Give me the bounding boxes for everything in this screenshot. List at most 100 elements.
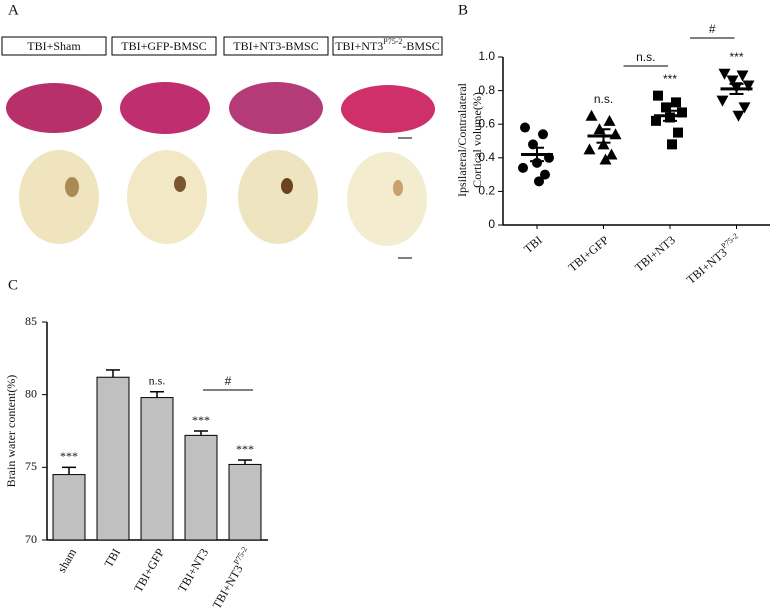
x-tick-label: sham <box>54 545 79 575</box>
label-text: TBI+NT3-BMSC <box>233 39 318 53</box>
significance: *** <box>663 72 677 86</box>
dot <box>673 127 683 138</box>
brain-slice <box>120 82 210 134</box>
dot <box>605 148 618 160</box>
dot <box>671 97 681 108</box>
label-box <box>111 36 217 56</box>
lesion <box>393 180 403 196</box>
significance: *** <box>60 449 78 463</box>
brain <box>127 150 207 244</box>
bracket-label: n.s. <box>636 50 655 64</box>
dot <box>585 109 598 121</box>
y-tick-label: 80 <box>25 386 37 400</box>
label-text: TBI+NT3 <box>209 562 245 611</box>
dot <box>738 102 751 114</box>
y-axis-label-line: Cortical volume(%) <box>470 92 484 188</box>
label-superscript: P75-2 <box>383 37 402 46</box>
y-axis-label-line: Ipsilateral/Contralateral <box>455 82 469 197</box>
x-tick-label: TBI+NT3P75-2 <box>208 545 255 611</box>
label-text: TBI <box>101 546 123 570</box>
brain-slice <box>229 82 323 134</box>
y-tick-label: 1.0 <box>478 49 495 63</box>
significance: *** <box>236 442 254 456</box>
brain-slice <box>341 85 435 133</box>
y-axis-label: Ipsilateral/ContralateralCortical volume… <box>455 82 484 197</box>
bar <box>228 463 262 541</box>
label-box <box>1 36 107 56</box>
dot <box>540 169 550 180</box>
label-text: TBI+GFP <box>565 232 611 274</box>
label-text: TBI+GFP <box>131 546 167 595</box>
y-tick-label: 0.2 <box>478 184 495 198</box>
label-text: -BMSC <box>402 39 439 53</box>
lesion <box>65 177 79 197</box>
panel-label: A <box>8 2 19 18</box>
label-text: TBI+GFP-BMSC <box>121 39 206 53</box>
dot <box>667 139 677 150</box>
label-text: TBI <box>521 233 545 256</box>
y-tick-label: 0.4 <box>478 150 495 164</box>
dot <box>726 75 739 87</box>
label-superscript: P75-2 <box>232 545 249 566</box>
brain <box>347 152 427 246</box>
label-superscript: P75-2 <box>720 232 740 251</box>
y-tick-label: 0.8 <box>478 83 495 97</box>
label-text: TBI+NT3 <box>175 546 211 595</box>
panel-label: C <box>8 277 18 293</box>
x-tick-label: TBI+NT3 <box>632 233 678 275</box>
dot <box>583 143 596 155</box>
dot <box>520 122 530 133</box>
dot <box>534 176 544 187</box>
bar <box>184 434 218 541</box>
label-text: TBI+NT3 <box>632 233 678 275</box>
bar <box>140 397 174 541</box>
y-tick-label: 85 <box>25 314 37 328</box>
brain <box>19 150 99 244</box>
dot <box>603 114 616 126</box>
significance: n.s. <box>149 374 166 388</box>
dot <box>732 110 745 122</box>
lesion <box>174 176 186 192</box>
lesion <box>281 178 293 194</box>
significance: *** <box>192 413 210 427</box>
dot <box>653 90 663 101</box>
brain-slice <box>6 83 102 133</box>
label-text: sham <box>54 545 79 575</box>
bracket-label: # <box>709 22 716 36</box>
group-label: TBI+Sham <box>27 39 81 53</box>
dot <box>677 107 687 118</box>
group-label: TBI+NT3-BMSC <box>233 39 318 53</box>
label-text: TBI+NT3 <box>335 39 383 53</box>
label-text: TBI+Sham <box>27 39 81 53</box>
bar <box>52 474 86 541</box>
significance: *** <box>729 50 743 64</box>
panel-label: B <box>458 2 468 18</box>
dot <box>651 115 661 126</box>
significance: n.s. <box>594 92 613 106</box>
y-tick-label: 75 <box>25 459 37 473</box>
dot <box>518 162 528 173</box>
bracket-label: # <box>225 374 232 388</box>
group-label: TBI+GFP-BMSC <box>121 39 206 53</box>
x-tick-label: TBI+GFP <box>565 232 611 274</box>
y-axis-label: Brain water content(%) <box>4 375 18 488</box>
bar <box>96 376 130 541</box>
dot <box>599 153 612 165</box>
dot <box>742 80 755 92</box>
x-tick-label: TBI+NT3 <box>175 546 211 595</box>
dot <box>718 68 731 80</box>
x-tick-label: TBI <box>521 233 545 256</box>
label-text: TBI+NT3 <box>684 245 730 287</box>
dot <box>597 138 610 150</box>
dot <box>609 128 622 140</box>
dot <box>661 102 671 113</box>
x-tick-label: TBI <box>101 546 123 570</box>
y-tick-label: 0 <box>488 217 495 231</box>
x-tick-label: TBI+GFP <box>131 546 167 595</box>
group-label: TBI+NT3P75-2-BMSC <box>335 37 440 52</box>
x-tick-label: TBI+NT3P75-2 <box>683 232 744 287</box>
dot <box>736 70 749 82</box>
y-tick-label: 0.6 <box>478 116 495 130</box>
label-box <box>332 36 443 56</box>
